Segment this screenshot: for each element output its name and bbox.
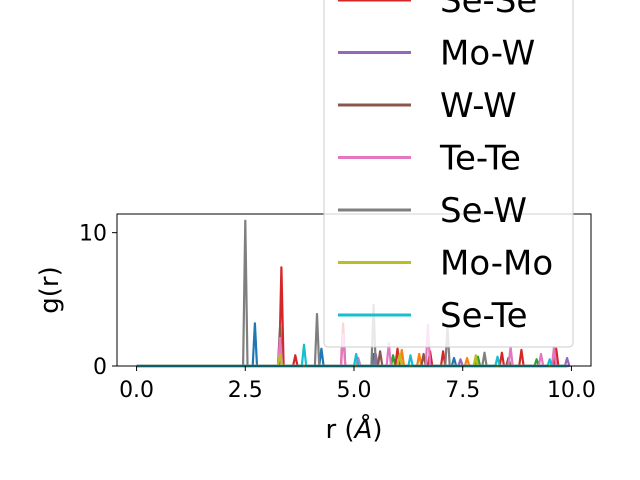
y-tick-label: 10 — [79, 222, 107, 247]
series-line-unlabeled-2 — [136, 354, 568, 368]
series-line-se-te — [136, 343, 568, 368]
legend-label: Mo-W — [440, 34, 535, 74]
y-tick-label: 0 — [93, 355, 107, 380]
legend-label: Se-Se — [440, 0, 537, 21]
legend-box — [323, 0, 574, 348]
legend-label: Se-W — [440, 191, 527, 231]
x-tick-label: 10.0 — [547, 378, 596, 403]
legend-label: W-W — [440, 86, 517, 126]
series-line-unlabeled-0 — [136, 322, 568, 368]
x-tick-label: 7.5 — [445, 378, 480, 403]
x-axis-label-unit: Å — [353, 413, 373, 445]
x-axis-label-main: r ( — [325, 415, 354, 445]
x-tick-label: 2.5 — [228, 378, 263, 403]
legend-label: Mo-Mo — [440, 244, 553, 284]
y-axis-label: g(r) — [35, 266, 65, 313]
x-axis-label: r (Å) — [325, 413, 382, 445]
axis-ticks: 0.0 2.5 5.0 7.5 10.0 0 10 — [79, 222, 596, 403]
x-tick-label: 5.0 — [337, 378, 372, 403]
legend: Se-Se Mo-W W-W Te-Te Se-W Mo-Mo Se-Te — [323, 0, 574, 348]
x-axis-label-close: ) — [372, 415, 382, 445]
legend-label: Te-Te — [439, 139, 521, 179]
series-line-mo-mo — [136, 352, 568, 368]
series-line-unlabeled-1 — [136, 348, 568, 368]
x-tick-label: 0.0 — [119, 378, 154, 403]
legend-label: Se-Te — [440, 296, 528, 336]
